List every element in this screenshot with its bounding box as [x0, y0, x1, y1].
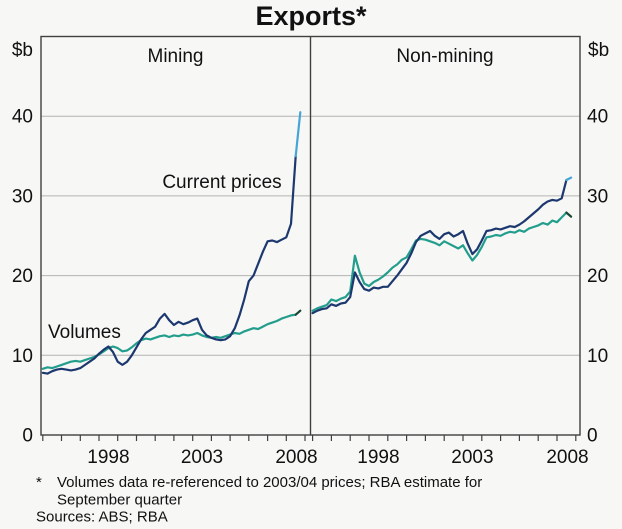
y-tick-0-right: 0 — [587, 426, 598, 447]
series-label-volumes: Volumes — [48, 322, 121, 343]
plot-border — [40, 35, 581, 436]
y-tick-10-left: 10 — [12, 346, 33, 367]
x-tick-2008-nonmining: 2008 — [546, 447, 588, 468]
y-axis-unit-left: $b — [12, 40, 33, 61]
panel-label-nonmining: Non-mining — [396, 46, 493, 67]
y-tick-30-left: 30 — [12, 186, 33, 207]
y-tick-10-right: 10 — [587, 346, 608, 367]
footnote-line-1: Volumes data re-referenced to 2003/04 pr… — [57, 474, 482, 491]
chart-title: Exports* — [255, 1, 367, 31]
y-tick-40-right: 40 — [587, 107, 608, 128]
x-axis-ticks — [42, 435, 577, 441]
y-tick-20-left: 20 — [12, 266, 33, 287]
x-tick-1998-mining: 1998 — [87, 447, 129, 468]
x-tick-1998-nonmining: 1998 — [357, 447, 399, 468]
y-axis-unit-right: $b — [588, 40, 609, 61]
footnote-marker: * — [36, 474, 42, 491]
footnote-line-2: September quarter — [57, 492, 182, 509]
x-tick-2003-nonmining: 2003 — [451, 447, 493, 468]
x-tick-2008-mining: 2008 — [275, 447, 317, 468]
sources-line: Sources: ABS; RBA — [36, 509, 168, 526]
y-tick-20-right: 20 — [587, 266, 608, 287]
x-tick-2003-mining: 2003 — [181, 447, 223, 468]
y-tick-0-left: 0 — [22, 426, 33, 447]
y-tick-40-left: 40 — [12, 107, 33, 128]
series-lines — [41, 111, 573, 375]
series-label-current-prices: Current prices — [162, 172, 281, 193]
panel-label-mining: Mining — [148, 46, 204, 67]
y-tick-30-right: 30 — [587, 186, 608, 207]
